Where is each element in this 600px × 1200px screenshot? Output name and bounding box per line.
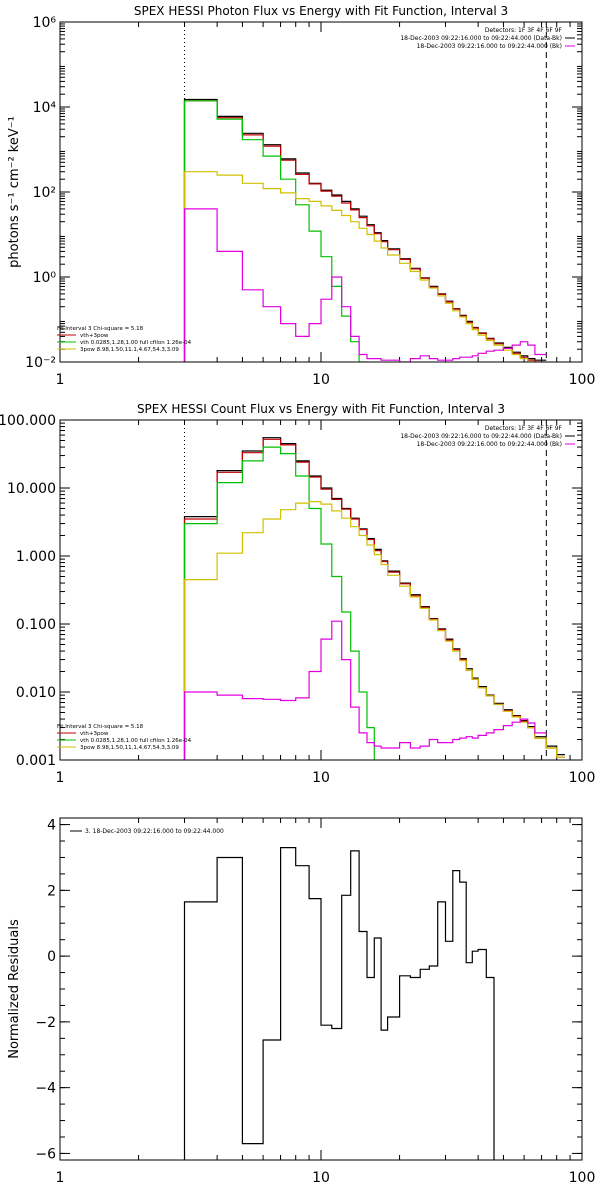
fit-legend-entry: 3pow 8.98,1.50,11.1,4.67,54.3,3.09 [80,347,179,353]
series-data-bk [183,98,547,362]
series-vth-3pow [183,100,547,362]
series-vth [183,100,367,362]
chart-title: SPEX HESSI Count Flux vs Energy with Fit… [137,402,505,416]
fit-legend-entry: vth+3pow [80,731,109,737]
legend-entry: 18-Dec-2003 09:22:16.000 to 09:22:44.000… [417,43,562,50]
fit-legend-entry: vth 0.0285,1.28,1.00 full cfilon 1.26e-0… [80,738,192,744]
y-axis-label: photons s⁻¹ cm⁻² keV⁻¹ [7,116,22,268]
legend-entry: 18-Dec-2003 09:22:16.000 to 09:22:44.000… [400,35,562,42]
x-tick-label: 10 [312,770,330,786]
y-tick-label: 10⁶ [33,15,57,31]
fit-legend: Fit Interval 3 Chi-square = 5.18vth+3pow… [57,326,192,353]
series-3-18-dec-2003-09-22-16-000-to-09-22-44-000 [183,847,495,1160]
y-tick-label: 10⁰ [33,270,57,286]
y-tick-label: 0.001 [16,753,56,769]
fit-legend-entry: Fit Interval 3 Chi-square = 5.18 [57,326,144,332]
legend-entry: 18-Dec-2003 09:22:16.000 to 09:22:44.000… [400,433,562,440]
y-tick-label: 4 [47,818,56,834]
legend-entry: Detectors: 1F 3F 4F 6F 9F [485,425,563,432]
y-tick-label: −2 [35,1015,56,1031]
y-tick-label: 10² [33,185,56,201]
y-axis-label: Normalized Residuals [7,919,22,1059]
y-tick-label: 1.000 [16,549,56,565]
y-tick-label: −6 [35,1146,56,1162]
x-tick-label: 10 [312,1170,330,1186]
chart-title: SPEX HESSI Photon Flux vs Energy with Fi… [134,4,508,18]
x-tick-label: 1 [56,372,65,388]
y-tick-label: 0.010 [16,685,56,701]
chart-1: SPEX HESSI Photon Flux vs Energy with Fi… [7,4,595,388]
fit-legend-entry: vth+3pow [80,333,109,339]
x-tick-label: 1 [56,770,65,786]
y-tick-label: 2 [47,883,56,899]
series-vth [183,446,375,760]
series-bk [183,208,547,362]
y-tick-label: 10.000 [7,481,56,497]
chart-2: SPEX HESSI Count Flux vs Energy with Fit… [0,402,595,786]
legend-entry: 18-Dec-2003 09:22:16.000 to 09:22:44.000… [417,441,562,448]
series-group [183,437,565,760]
y-tick-label: 100.000 [0,413,56,429]
plot-frame [59,21,583,363]
plot-frame [59,817,583,1161]
y-tick-label: 0 [47,949,56,965]
x-tick-label: 100 [569,770,596,786]
fit-legend: Fit Interval 3 Chi-square = 5.18vth+3pow… [57,724,192,751]
series-3pow [183,171,536,362]
series-bk [183,620,547,760]
x-tick-label: 100 [569,372,596,388]
fit-legend-entry: 3pow 8.98,1.50,11.1,4.67,54.3,3.09 [80,745,179,751]
y-tick-label: 0.100 [16,617,56,633]
series-group [183,98,547,362]
x-tick-label: 1 [56,1170,65,1186]
series-vth-3pow [183,438,565,760]
series-data-bk [183,437,565,760]
y-tick-label: 10⁴ [33,100,57,116]
x-tick-label: 100 [569,1170,596,1186]
legend: 3. 18-Dec-2003 09:22:16.000 to 09:22:44.… [70,828,224,835]
series-3pow [183,501,565,760]
plot-frame [59,419,583,761]
fit-legend-entry: vth 0.0285,1.28,1.00 full cfilon 1.26e-0… [80,340,192,346]
series-group [183,847,495,1160]
chart-3: Normalized Residuals 1 10 100 −6 −4 −2 0 2 4 3. 18… [7,817,596,1186]
y-tick-label: 10⁻² [25,355,56,371]
fit-legend-entry: Fit Interval 3 Chi-square = 5.18 [57,724,144,730]
y-tick-label: −4 [35,1081,56,1097]
x-tick-label: 10 [312,372,330,388]
legend-entry: Detectors: 1F 3F 4F 6F 9F [485,27,563,34]
legend-entry: 3. 18-Dec-2003 09:22:16.000 to 09:22:44.… [85,828,224,835]
